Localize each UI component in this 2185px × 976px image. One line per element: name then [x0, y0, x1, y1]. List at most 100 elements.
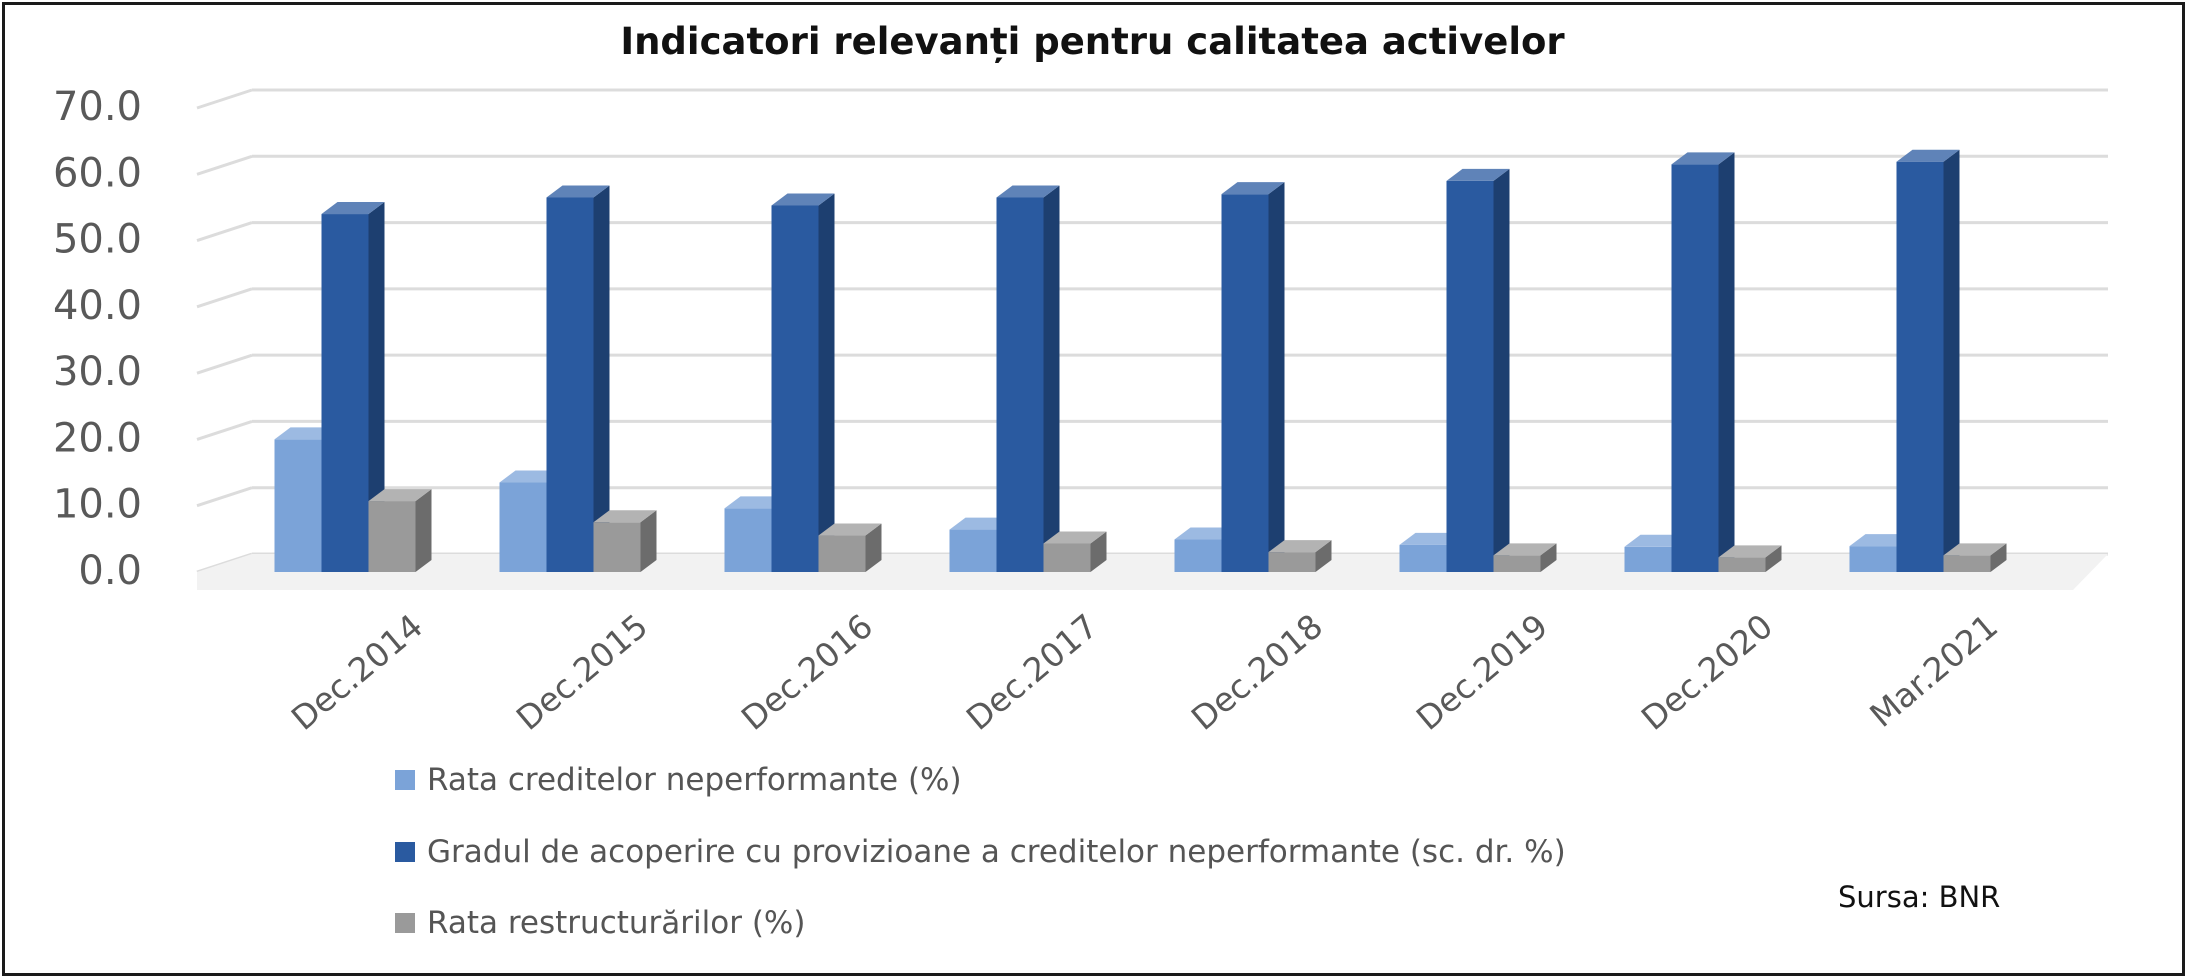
- legend-label-coverage: Gradul de acoperire cu provizioane a cre…: [427, 834, 1566, 870]
- bar-restructuring-Mar.2021: [1943, 543, 2007, 572]
- bar-side: [1990, 543, 2007, 572]
- bar-top: [1943, 543, 2007, 556]
- bar-front: [1446, 180, 1494, 572]
- bar-restructuring-Dec.2016: [818, 523, 882, 572]
- x-tick-label: Dec.2014: [284, 606, 430, 738]
- bar-front: [996, 197, 1044, 572]
- legend-item-npl-ratio: Rata creditelor neperformante (%): [395, 762, 962, 798]
- bar-side: [1315, 540, 1332, 572]
- bar-coverage-Mar.2021: [1896, 149, 1960, 573]
- gridline-depth: [196, 486, 253, 508]
- x-tick-label: Mar.2021: [1862, 606, 2005, 735]
- bar-front: [274, 439, 322, 572]
- bar-side: [368, 202, 385, 573]
- bar-front: [949, 529, 997, 572]
- bar-side: [593, 185, 610, 572]
- chart-floor: [197, 554, 2108, 590]
- bar-top: [546, 185, 610, 198]
- bar-side: [415, 489, 432, 572]
- bar-side: [1943, 149, 1960, 573]
- bar-top: [1043, 531, 1107, 544]
- bar-side: [1718, 152, 1735, 573]
- x-tick-label: Dec.2015: [509, 606, 655, 738]
- x-tick-label: Dec.2020: [1634, 606, 1780, 738]
- gridline-depth: [196, 221, 253, 242]
- bar-top: [593, 510, 657, 523]
- bar-front: [1943, 555, 1991, 572]
- bar-front: [1043, 543, 1091, 572]
- bar-restructuring-Dec.2019: [1493, 543, 1557, 572]
- bar-side: [1268, 182, 1285, 572]
- bar-front: [593, 522, 641, 572]
- bar-top: [1671, 152, 1735, 165]
- y-tick-label: 0.0: [78, 548, 142, 594]
- bar-top: [1718, 545, 1782, 558]
- bar-front: [771, 205, 819, 572]
- bar-front: [1399, 544, 1447, 572]
- legend-swatch-coverage: [395, 842, 415, 862]
- y-tick-label: 70.0: [53, 84, 142, 130]
- gridline-depth: [196, 287, 253, 309]
- bar-front: [1493, 555, 1541, 572]
- legend-swatch-restructuring: [395, 913, 415, 933]
- bar-front: [321, 214, 369, 573]
- bar-front: [1268, 552, 1316, 572]
- gridline-depth: [196, 88, 253, 110]
- bar-top: [771, 193, 835, 206]
- bar-top: [1446, 168, 1510, 181]
- bar-front: [499, 482, 547, 572]
- bar-coverage-Dec.2016: [771, 193, 835, 572]
- y-tick-label: 50.0: [53, 217, 142, 263]
- bar-top: [1268, 540, 1332, 553]
- bar-top: [1221, 182, 1285, 195]
- bar-front: [818, 535, 866, 572]
- bar-front: [1624, 546, 1672, 572]
- bar-coverage-Dec.2015: [546, 185, 610, 572]
- bar-side: [1043, 185, 1060, 572]
- bar-side: [1765, 545, 1782, 572]
- legend-item-coverage: Gradul de acoperire cu provizioane a cre…: [395, 834, 1566, 870]
- bar-side: [818, 193, 835, 572]
- y-tick-label: 10.0: [53, 482, 142, 528]
- x-tick-label: Dec.2016: [734, 606, 880, 738]
- bar-front: [368, 501, 416, 572]
- bar-top: [996, 185, 1060, 198]
- y-tick-label: 40.0: [53, 283, 142, 329]
- bar-front: [1174, 539, 1222, 572]
- bar-front: [724, 508, 772, 572]
- bar-front: [1221, 194, 1269, 572]
- y-tick-label: 60.0: [53, 150, 142, 196]
- source-note: Sursa: BNR: [1838, 880, 2001, 914]
- bar-front: [1671, 164, 1719, 573]
- gridline-depth: [196, 420, 253, 441]
- y-tick-label: 30.0: [53, 349, 142, 395]
- gridline-depth: [196, 154, 253, 176]
- x-tick-label: Dec.2018: [1184, 606, 1330, 738]
- bar-coverage-Dec.2017: [996, 185, 1060, 572]
- bar-restructuring-Dec.2014: [368, 489, 432, 572]
- bar-coverage-Dec.2018: [1221, 182, 1285, 572]
- bar-coverage-Dec.2020: [1671, 152, 1735, 573]
- bar-top: [321, 202, 385, 215]
- legend-swatch-npl-ratio: [395, 770, 415, 790]
- bar-coverage-Dec.2019: [1446, 168, 1510, 572]
- bar-side: [1090, 531, 1107, 572]
- x-tick-label: Dec.2019: [1409, 606, 1555, 738]
- bar-top: [368, 489, 432, 502]
- bar-front: [1849, 546, 1897, 572]
- bar-side: [640, 510, 657, 572]
- legend-label-npl-ratio: Rata creditelor neperformante (%): [427, 762, 962, 798]
- bar-front: [1718, 557, 1766, 572]
- bar-restructuring-Dec.2015: [593, 510, 657, 572]
- gridline-depth: [196, 353, 253, 375]
- legend-label-restructuring: Rata restructurărilor (%): [427, 905, 806, 941]
- bar-front: [546, 197, 594, 572]
- bar-restructuring-Dec.2018: [1268, 540, 1332, 572]
- bar-front: [1896, 161, 1944, 573]
- bar-restructuring-Dec.2017: [1043, 531, 1107, 572]
- bar-top: [818, 523, 882, 536]
- y-tick-label: 20.0: [53, 415, 142, 461]
- chart-title: Indicatori relevanți pentru calitatea ac…: [620, 20, 1565, 63]
- bar-side: [1540, 543, 1557, 572]
